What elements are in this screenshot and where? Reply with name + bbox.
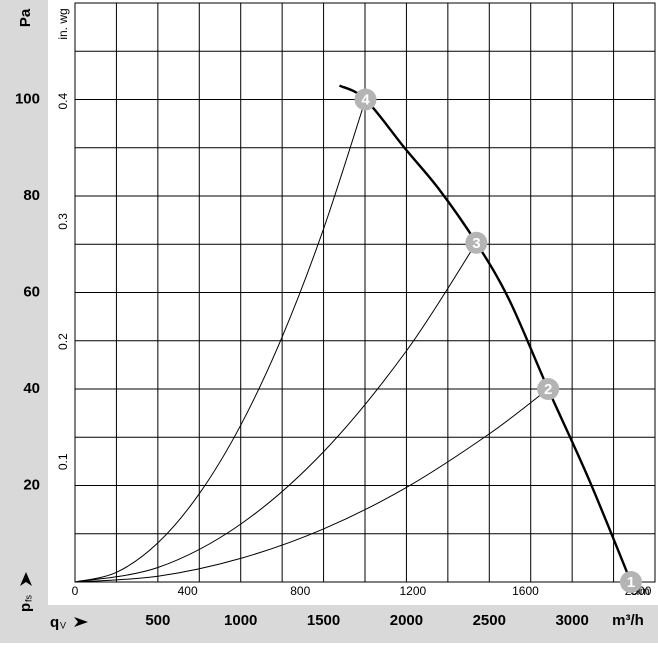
y-tick-label: 60: [23, 283, 40, 300]
curve: [74, 388, 549, 583]
x-tick-label: 3000: [555, 612, 588, 629]
point-label: 1: [627, 574, 635, 591]
curve: [74, 242, 477, 583]
x2-tick-label: 800: [290, 584, 310, 598]
curve: [74, 99, 366, 583]
x2-tick-label: 400: [178, 584, 198, 598]
y-symbol: p fs: [17, 572, 34, 612]
y2-label: in. wg: [56, 8, 70, 39]
x-tick-label: 1000: [224, 612, 257, 629]
y-symbol-sub: fs: [23, 594, 33, 602]
point-label: 2: [544, 381, 552, 398]
y-tick-label: 80: [23, 187, 40, 204]
x-tick-label: 2500: [473, 612, 506, 629]
y2-tick-label: 0.1: [56, 453, 70, 470]
operating-point: [619, 571, 642, 593]
x-tick-label: 500: [145, 612, 170, 629]
x-tick-label: 1500: [307, 612, 340, 629]
x2-tick-label: 1200: [400, 584, 427, 598]
operating-point: [465, 231, 488, 254]
y-symbol-main: p: [17, 603, 34, 612]
x-tick-label: 2000: [390, 612, 423, 629]
point-label: 4: [361, 91, 370, 108]
y-tick-label: 40: [23, 380, 40, 397]
y-label: Pa: [17, 8, 34, 27]
y-tick-label: 20: [23, 476, 40, 493]
operating-point: [354, 88, 377, 111]
x-symbol-main: q: [50, 614, 59, 631]
x2-tick-label: 1600: [512, 584, 539, 598]
y2-tick-label: 0.2: [56, 333, 70, 350]
y2-tick-label: 0.4: [56, 93, 70, 110]
point-label: 3: [472, 235, 480, 252]
y2-tick-label: 0.3: [56, 213, 70, 230]
bottom-band: [0, 605, 658, 643]
left-band: [0, 0, 48, 643]
y-tick-label: 100: [15, 90, 40, 107]
x-symbol: q V: [50, 614, 88, 631]
curve: [338, 84, 633, 583]
x-label: m³/h: [612, 612, 644, 629]
operating-point: [537, 378, 560, 400]
grid: [75, 2, 656, 582]
x2-tick-label: 0: [72, 584, 79, 598]
arrow: [74, 617, 88, 627]
x-symbol-sub: V: [60, 620, 66, 630]
arrow: [20, 572, 32, 586]
